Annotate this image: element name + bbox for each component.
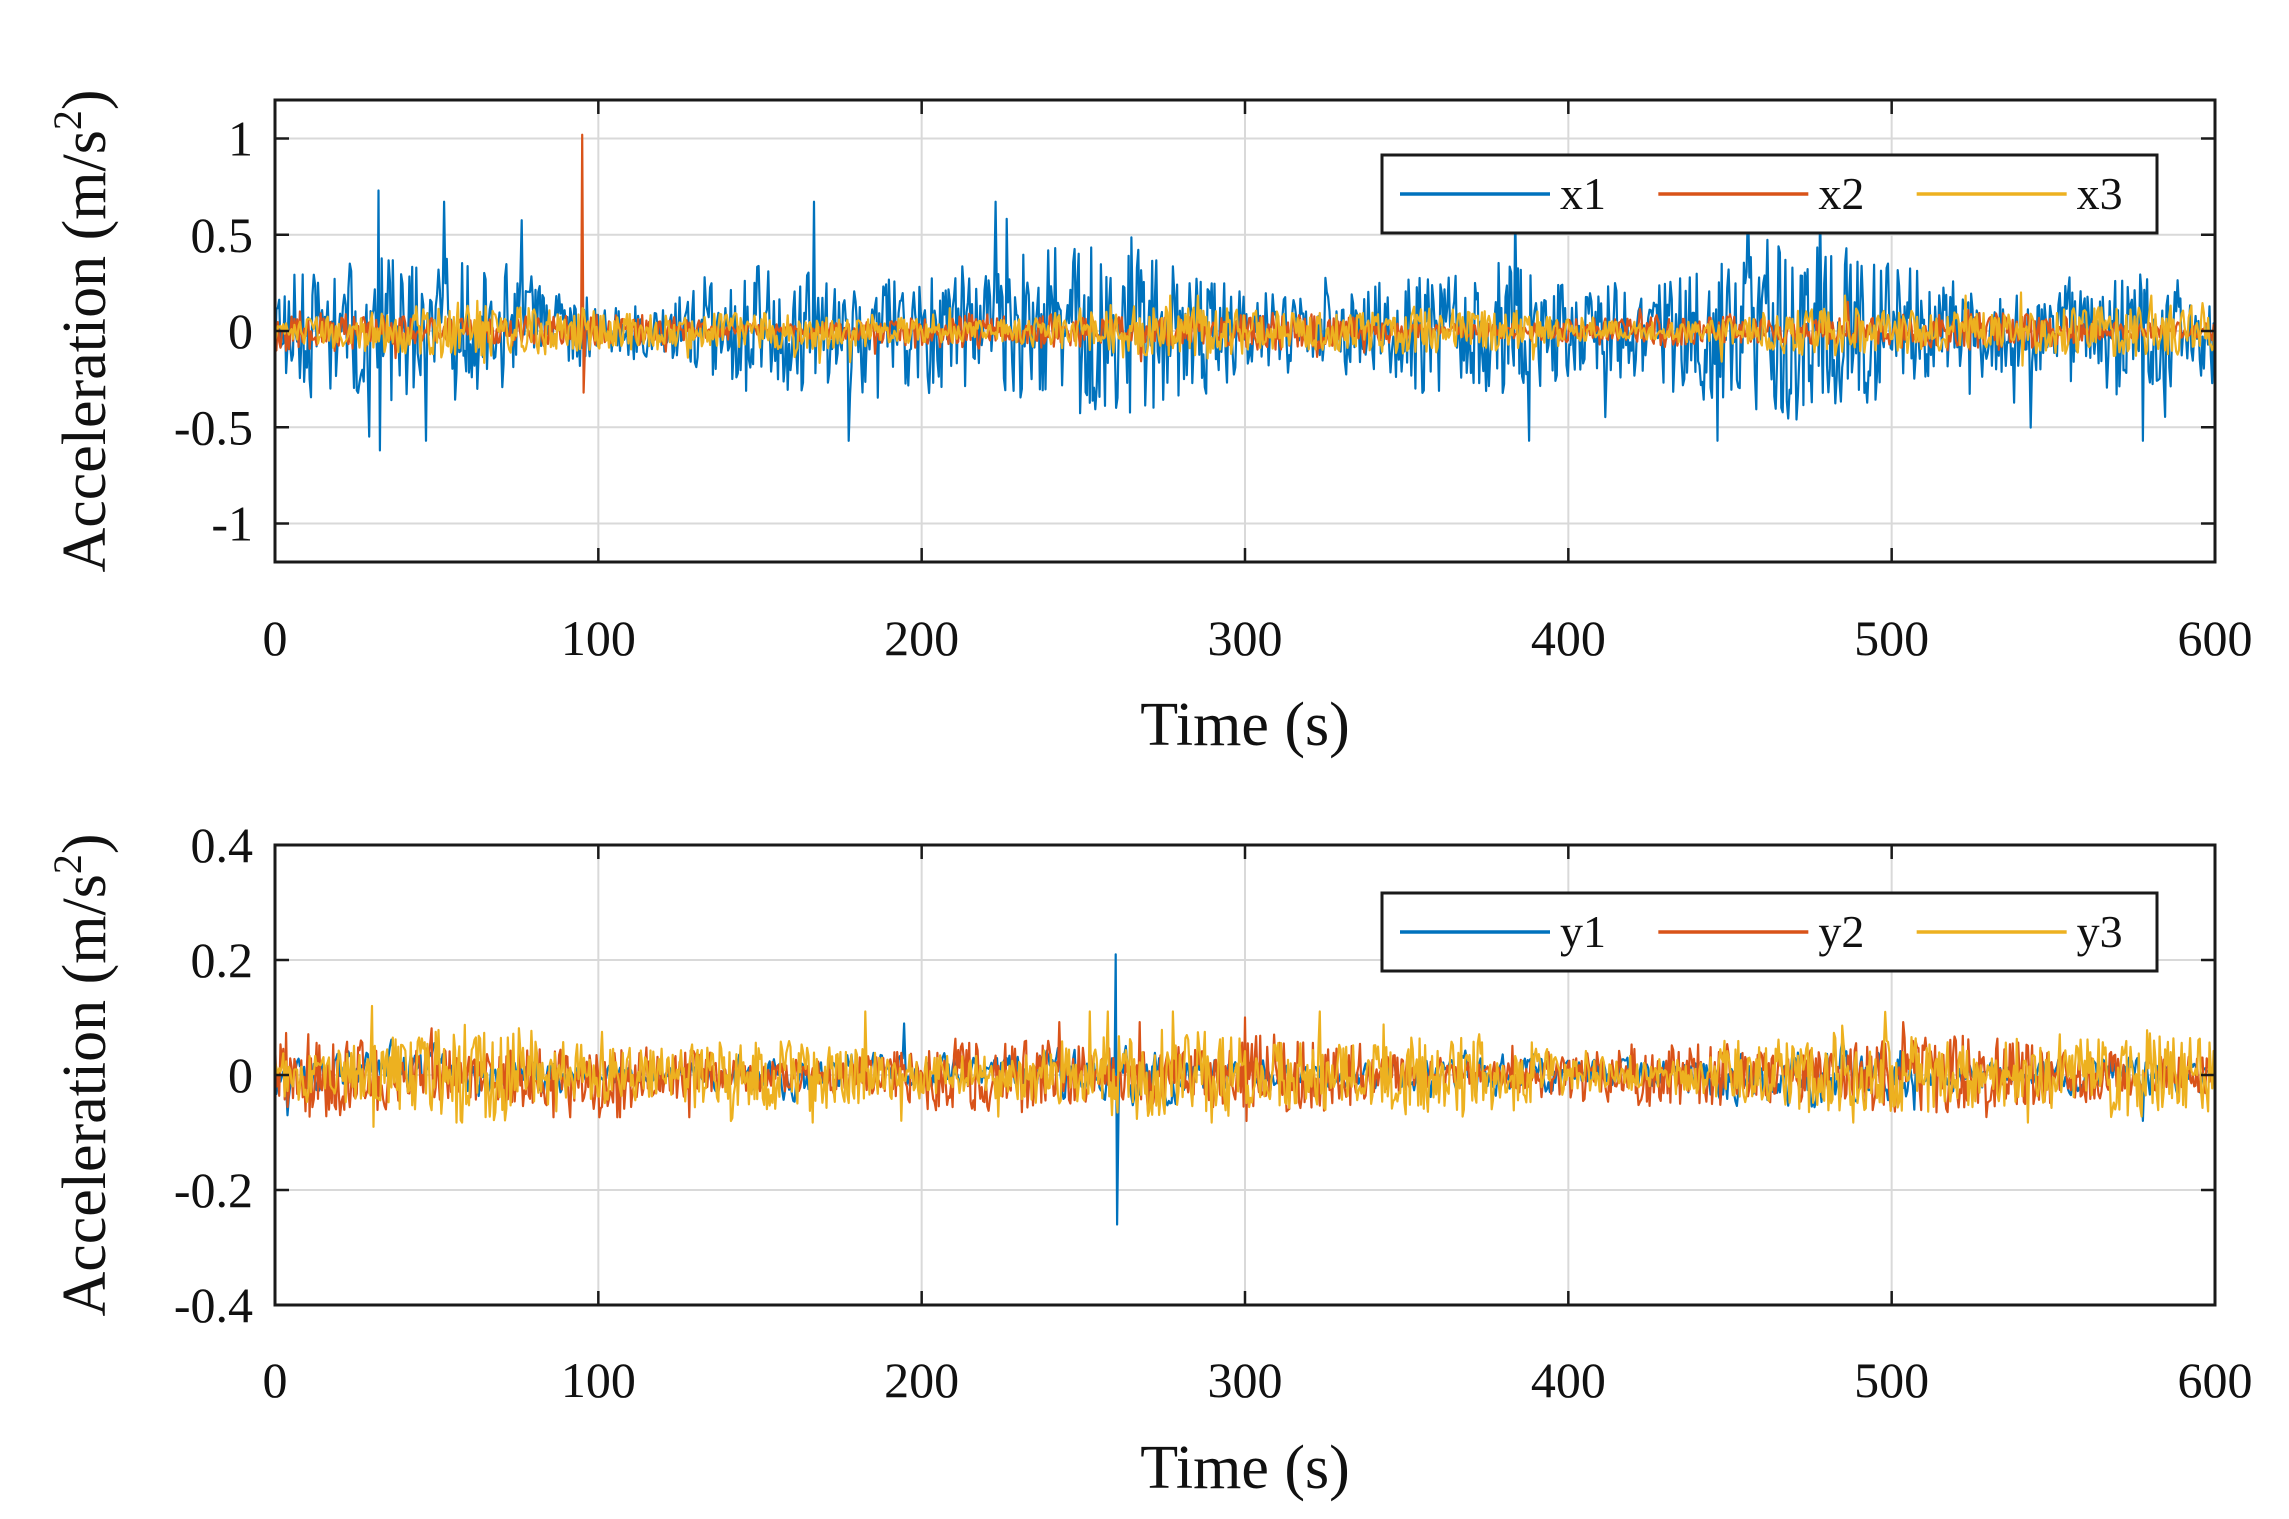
x-tick-label-3: 300 (1208, 1352, 1283, 1408)
y-axis-label-close: ) (51, 833, 119, 854)
y-axis-label-main: Acceleration (m/s (51, 130, 119, 572)
chart-y-acceleration: 0 100 200 300 400 500 600 -0.4 -0.2 0 0.2 0.4 Time (… (45, 817, 2253, 1502)
y-tick-label-1: -0.5 (174, 399, 253, 455)
series-group (275, 133, 2215, 452)
series-line-y3 (275, 1004, 2215, 1128)
y-axis-label-main: Acceleration (m/s (51, 874, 119, 1316)
legend: x1 x2 x3 (1380, 153, 2159, 235)
series-line-x3 (275, 291, 2215, 367)
legend-label-x2: x2 (1818, 168, 1864, 219)
y-axis-label-superscript: 2 (45, 854, 90, 874)
legend-label-y1: y1 (1560, 906, 1606, 957)
y-tick-label-2: 0 (228, 303, 253, 359)
legend: y1 y2 y3 (1380, 891, 2159, 973)
y-tick-label-0: -1 (211, 496, 253, 552)
legend-label-x1: x1 (1560, 168, 1606, 219)
y-axis-label: Acceleration (m/s2) (45, 833, 119, 1316)
x-tick-label-2: 200 (884, 1352, 959, 1408)
legend-label-x3: x3 (2077, 168, 2123, 219)
y-tick-label-1: -0.2 (174, 1162, 253, 1218)
x-axis-label: Time (s) (1140, 1434, 1350, 1502)
series-group (275, 953, 2215, 1226)
y-tick-label-4: 0.4 (191, 817, 254, 873)
x-tick-label-5: 500 (1854, 610, 1929, 666)
y-tick-label-3: 0.5 (191, 207, 254, 263)
x-tick-label-4: 400 (1531, 610, 1606, 666)
x-tick-label-3: 300 (1208, 610, 1283, 666)
y-tick-label-2: 0 (228, 1047, 253, 1103)
y-tick-label-3: 0.2 (191, 932, 254, 988)
x-tick-label-6: 600 (2178, 610, 2253, 666)
x-tick-label-6: 600 (2178, 1352, 2253, 1408)
y-tick-label-4: 1 (228, 111, 253, 167)
y-tick-label-0: -0.4 (174, 1277, 253, 1333)
y-axis-label-superscript: 2 (45, 110, 90, 130)
x-tick-label-1: 100 (561, 1352, 636, 1408)
x-tick-label-0: 0 (263, 610, 288, 666)
chart-x-acceleration: 0 100 200 300 400 500 600 -1 -0.5 0 0.5 1 Time (s) Ac… (45, 89, 2253, 759)
x-tick-label-0: 0 (263, 1352, 288, 1408)
y-axis-label-close: ) (51, 89, 119, 110)
x-tick-label-1: 100 (561, 610, 636, 666)
legend-label-y2: y2 (1818, 906, 1864, 957)
x-axis-label: Time (s) (1140, 691, 1350, 759)
x-tick-label-5: 500 (1854, 1352, 1929, 1408)
legend-label-y3: y3 (2077, 906, 2123, 957)
y-axis-label: Acceleration (m/s2) (45, 89, 119, 572)
x-tick-label-2: 200 (884, 610, 959, 666)
x-tick-label-4: 400 (1531, 1352, 1606, 1408)
